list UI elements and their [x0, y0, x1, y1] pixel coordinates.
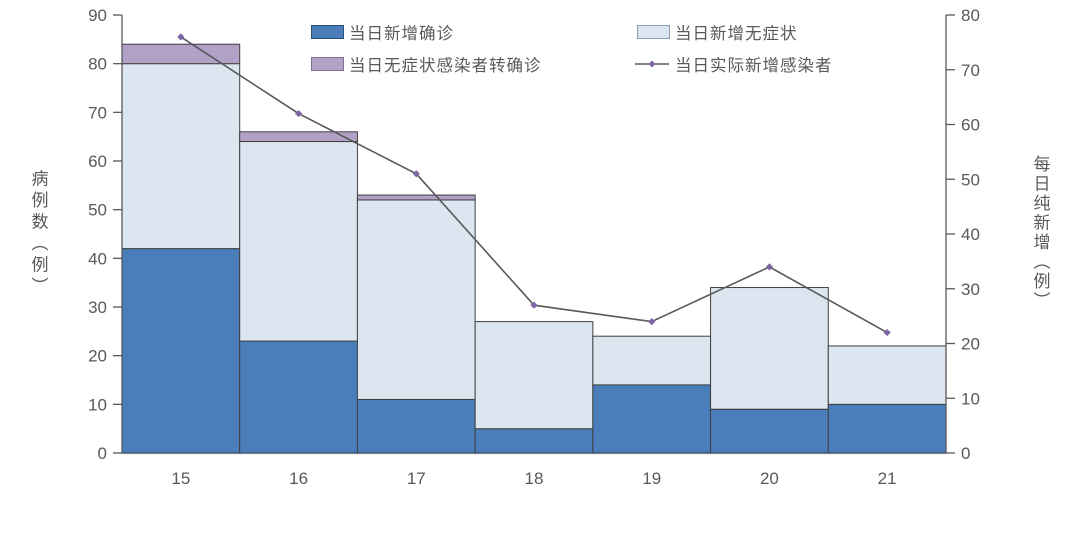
bar-segment-0-19	[592, 384, 712, 454]
x-tick-label: 15	[171, 469, 190, 488]
y-left-tick-label: 30	[88, 298, 107, 317]
y-left-axis-title: 例	[32, 191, 49, 210]
bar-segment-1-20	[710, 287, 829, 410]
bar-segment-0-16	[239, 340, 358, 454]
y-right-tick-label: 80	[961, 6, 980, 25]
trend-marker-17	[412, 170, 420, 178]
legend-label-confirmed: 当日新增确诊	[349, 24, 454, 43]
y-right-tick-label: 0	[961, 444, 970, 463]
bar-segment-1-18	[474, 321, 594, 430]
bar-segment-1-17	[356, 199, 476, 400]
trend-marker-20	[765, 263, 774, 271]
y-left-axis-title: ︵	[32, 234, 49, 253]
bar-segment-0-18	[474, 428, 594, 454]
legend-item-asymptomatic: 当日新增无症状	[637, 23, 798, 43]
x-tick-label: 17	[407, 469, 426, 488]
bar-segment-2-16	[239, 131, 358, 143]
y-left-tick-label: 90	[88, 6, 107, 25]
trend-marker-18	[530, 301, 538, 309]
y-left-tick-label: 0	[98, 444, 107, 463]
y-left-axis-title: 数	[32, 212, 49, 231]
legend-label-asymptomatic: 当日新增无症状	[675, 24, 798, 43]
x-tick-label: 16	[289, 469, 308, 488]
x-tick-label: 21	[878, 469, 897, 488]
x-tick-label: 18	[525, 469, 544, 488]
y-left-tick-label: 70	[88, 103, 107, 122]
y-left-tick-label: 80	[88, 55, 107, 74]
bar-segment-1-19	[592, 335, 712, 386]
y-right-tick-label: 70	[961, 61, 980, 80]
trend-marker-15	[177, 33, 185, 41]
y-right-axis-title: 例	[1034, 272, 1051, 291]
bar-segment-1-16	[239, 141, 358, 342]
y-right-tick-label: 50	[961, 170, 980, 189]
y-right-axis-title: 日	[1034, 174, 1051, 193]
trend-marker-19	[648, 318, 656, 326]
bar-segment-0-21	[827, 403, 947, 454]
legend-item-actual-new: 当日实际新增感染者	[634, 55, 833, 75]
y-left-tick-label: 10	[88, 395, 107, 414]
bar-segment-0-17	[356, 398, 476, 454]
y-right-axis-title: 新	[1034, 213, 1051, 232]
trend-marker-16	[294, 109, 303, 118]
y-right-tick-label: 30	[961, 280, 980, 299]
y-left-axis-title: ︶	[32, 277, 49, 296]
y-left-tick-label: 60	[88, 152, 107, 171]
y-right-axis-title: 增	[1034, 233, 1051, 252]
bar-segment-2-15	[121, 43, 241, 65]
y-left-axis-title: 病	[32, 169, 49, 188]
bar-segment-0-15	[121, 248, 241, 454]
trend-marker-21	[883, 328, 891, 337]
y-right-axis-title: ︶	[1034, 291, 1051, 310]
line-marker-icon	[635, 60, 669, 67]
bar-segment-1-15	[121, 63, 241, 250]
y-right-tick-label: 20	[961, 335, 980, 354]
bar-segment-0-20	[710, 408, 829, 454]
y-right-tick-label: 40	[961, 225, 980, 244]
bar-segment-1-21	[827, 345, 947, 405]
legend-item-converted: 当日无症状感染者转确诊	[311, 55, 542, 75]
legend-item-confirmed: 当日新增确诊	[311, 23, 454, 43]
y-right-axis-title: 纯	[1034, 194, 1051, 213]
legend-swatch-asymptomatic	[637, 24, 670, 39]
legend-swatch-confirmed	[311, 24, 344, 39]
y-right-axis-title: 每	[1034, 155, 1051, 174]
x-tick-label: 19	[642, 469, 661, 488]
y-right-tick-label: 60	[961, 116, 980, 135]
y-left-axis-title: 例	[32, 255, 49, 274]
bar-segment-2-17	[356, 194, 476, 201]
y-left-tick-label: 40	[88, 249, 107, 268]
legend-label-converted: 当日无症状感染者转确诊	[349, 56, 542, 75]
y-right-axis-title: ︵	[1034, 252, 1051, 271]
x-tick-label: 20	[760, 469, 779, 488]
y-left-tick-label: 20	[88, 347, 107, 366]
legend-label-actual-new: 当日实际新增感染者	[675, 56, 833, 75]
y-right-tick-label: 10	[961, 389, 980, 408]
legend-swatch-converted	[311, 56, 344, 71]
y-left-tick-label: 50	[88, 201, 107, 220]
